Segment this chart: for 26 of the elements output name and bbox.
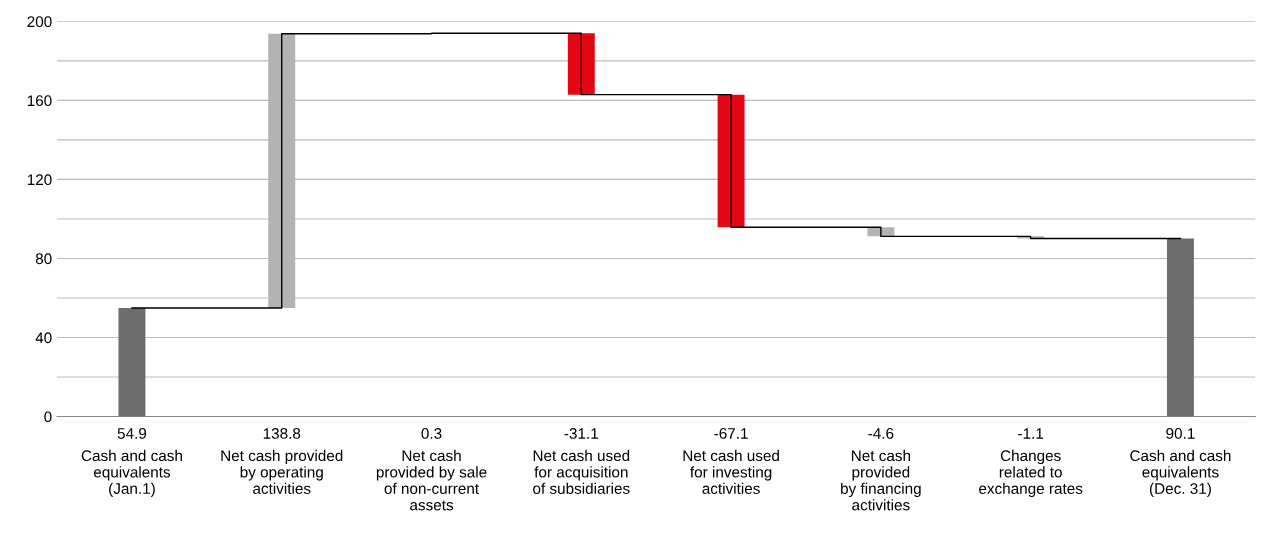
data-label: -1.1 (1018, 428, 1044, 439)
bar (717, 94, 745, 228)
x-tick-label: Net cash used for acquisition of subsidiaries (533, 449, 630, 494)
x-tick-label: Cash and cash equivalents (Dec. 31) (1130, 449, 1231, 497)
y-tick-label: 120 (27, 174, 52, 186)
x-tick-label: Net cash provided by sale of non-current assets (376, 449, 487, 511)
y-tick-label: 0 (44, 411, 52, 423)
data-label: -31.1 (564, 428, 598, 439)
data-label: -67.1 (714, 428, 748, 439)
bar (118, 308, 146, 417)
bar (1166, 238, 1194, 417)
data-label: 0.3 (421, 428, 442, 439)
data-label: -4.6 (868, 428, 894, 439)
x-tick-label: Cash and cash equivalents (Jan.1) (81, 449, 182, 497)
x-tick-label: Changes related to exchange rates (979, 449, 1083, 498)
data-label: 90.1 (1166, 428, 1195, 439)
x-tick-label: Net cash provided by financing activities (841, 449, 921, 511)
y-tick-label: 160 (27, 95, 52, 107)
y-tick-label: 80 (35, 253, 52, 265)
bar (567, 33, 595, 95)
y-tick-label: 200 (27, 16, 52, 28)
y-tick-label: 40 (35, 332, 52, 344)
x-tick-label: Net cash provided by operating activities (221, 449, 343, 494)
data-label: 138.8 (263, 428, 301, 439)
x-tick-label: Net cash used for investing activities (683, 449, 779, 494)
data-label: 54.9 (117, 428, 147, 439)
